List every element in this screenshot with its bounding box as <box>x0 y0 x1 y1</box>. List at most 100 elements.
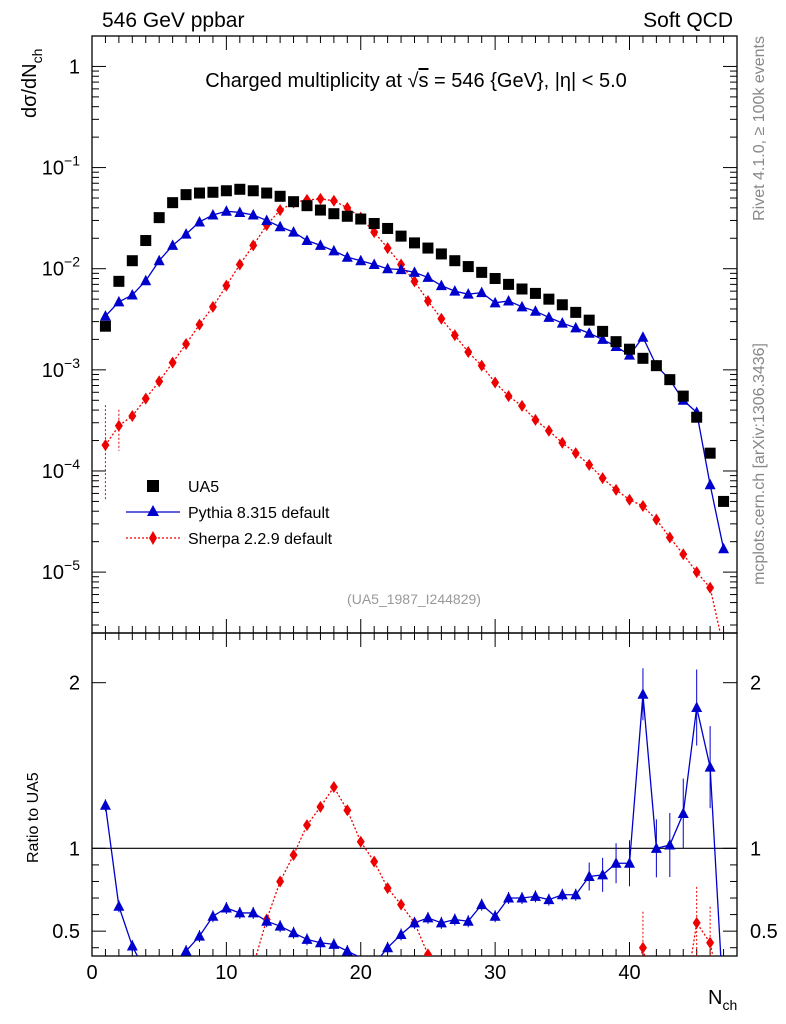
ratio-pythia-point <box>503 892 515 903</box>
ratio-pythia-point <box>583 870 595 881</box>
ua5-point <box>503 278 515 290</box>
sherpa-point <box>249 239 258 252</box>
ratio-pythia-point <box>650 842 662 853</box>
ratio-x-tick-label: 30 <box>484 962 506 984</box>
pythia-point <box>328 244 340 256</box>
ua5-point <box>234 183 246 195</box>
ua5-point <box>637 352 649 364</box>
ua5-point <box>126 255 138 267</box>
pythia-point <box>637 331 649 342</box>
legend-entry-sherpa: Sherpa 2.2.9 default <box>126 531 333 548</box>
ua5-point <box>99 320 111 332</box>
ua5-point <box>247 185 259 197</box>
pythia-point <box>597 333 609 344</box>
ua5-point <box>355 213 367 225</box>
ratio-x-label: Nch <box>708 987 737 1013</box>
ua5-point <box>341 210 353 222</box>
ratio-sherpa-point <box>383 882 392 895</box>
pythia-point <box>543 311 555 322</box>
ratio-pythia-point <box>489 910 501 921</box>
sqrt-symbol: √ <box>408 70 419 92</box>
pythia-point <box>556 317 568 328</box>
ratio-y-tick-label-right: 0.5 <box>750 921 778 943</box>
main-y-tick-base: 10 <box>42 461 64 483</box>
ua5-point <box>167 197 179 209</box>
ratio-sherpa-point <box>276 875 285 888</box>
sherpa-point <box>383 242 392 255</box>
ua5-point <box>395 230 407 242</box>
pythia-point <box>409 266 420 277</box>
pythia-point <box>449 285 461 296</box>
ua5-point <box>516 283 528 295</box>
ratio-y-tick-label-right: 1 <box>750 838 761 860</box>
sherpa-point <box>558 436 567 449</box>
ratio-x-axis: 0 10 20 30 40 <box>86 633 738 984</box>
ratio-pythia-point <box>476 898 488 910</box>
sherpa-point <box>531 413 540 426</box>
sherpa-point <box>316 192 325 205</box>
legend-pythia-label: Pythia 8.315 default <box>188 505 330 522</box>
ua5-point <box>435 248 447 260</box>
ratio-pythia-point <box>449 913 461 925</box>
ratio-pythia-point <box>261 915 273 926</box>
main-y-tick-exponent: −2 <box>64 254 80 270</box>
pythia-point <box>126 288 138 300</box>
pythia-point <box>180 228 192 239</box>
sherpa-point <box>544 424 553 437</box>
ratio-y-tick-label-right: 2 <box>750 673 761 695</box>
ratio-x-tick-label: 20 <box>350 962 372 984</box>
ratio-pythia-point <box>597 868 609 880</box>
ua5-point <box>462 261 474 273</box>
ratio-sherpa-point <box>316 800 325 813</box>
ua5-point <box>610 336 622 348</box>
sherpa-point <box>450 329 459 342</box>
analysis-tag: (UA5_1987_I244829) <box>347 591 481 607</box>
main-y-tick-label: 10−4 <box>42 456 80 483</box>
sherpa-point <box>692 566 701 579</box>
pythia-point <box>355 254 367 266</box>
sherpa-point <box>222 279 231 292</box>
ua5-point <box>274 190 286 202</box>
main-title: Charged multiplicity at √s = 546 {GeV}, … <box>205 70 627 92</box>
ratio-pythia-point <box>301 933 313 944</box>
sherpa-point <box>571 447 580 460</box>
ua5-point <box>113 275 125 287</box>
ratio-sherpa-point <box>706 936 715 949</box>
ua5-point <box>194 187 205 199</box>
pythia-point <box>503 294 515 306</box>
ratio-pythia-point <box>395 928 407 939</box>
ratio-pythia-point <box>543 893 555 905</box>
main-y-label: dσ/dNch <box>19 49 45 118</box>
main-panel: 110−110−210−310−410−5 Charged multiplici… <box>19 35 738 634</box>
ua5-point <box>314 204 326 216</box>
ratio-pythia-curve <box>104 694 722 956</box>
sherpa-point <box>329 194 338 207</box>
ratio-pythia-point <box>126 940 138 951</box>
ratio-pythia-point <box>113 900 125 911</box>
main-y-tick-label: 10−1 <box>42 153 80 180</box>
ua5-point <box>489 273 501 285</box>
ratio-pythia-point <box>677 807 689 819</box>
pythia-point <box>583 327 595 338</box>
legend-sherpa-label: Sherpa 2.2.9 default <box>188 531 333 548</box>
ratio-frame <box>91 632 738 957</box>
ua5-point <box>180 189 192 201</box>
sherpa-point <box>504 390 513 403</box>
main-y-tick-label: 10−5 <box>42 557 80 584</box>
ratio-sherpa-point <box>289 848 298 861</box>
pythia-point <box>220 205 232 216</box>
pythia-point <box>314 239 326 250</box>
sherpa-curve <box>104 198 721 633</box>
ratio-y-tick-label-left: 2 <box>69 673 80 695</box>
main-y-tick-base: 1 <box>69 56 80 78</box>
sherpa-point <box>155 375 164 388</box>
ratio-pythia-point <box>422 911 434 923</box>
ratio-pythia-point <box>234 906 246 918</box>
pythia-point <box>529 305 541 316</box>
main-y-tick-label: 1 <box>69 56 80 78</box>
ua5-point <box>288 196 300 208</box>
pythia-point <box>207 208 219 220</box>
ratio-pythia-point <box>247 906 259 918</box>
legend-entry-pythia: Pythia 8.315 default <box>126 505 330 522</box>
pythia-point <box>704 478 716 490</box>
